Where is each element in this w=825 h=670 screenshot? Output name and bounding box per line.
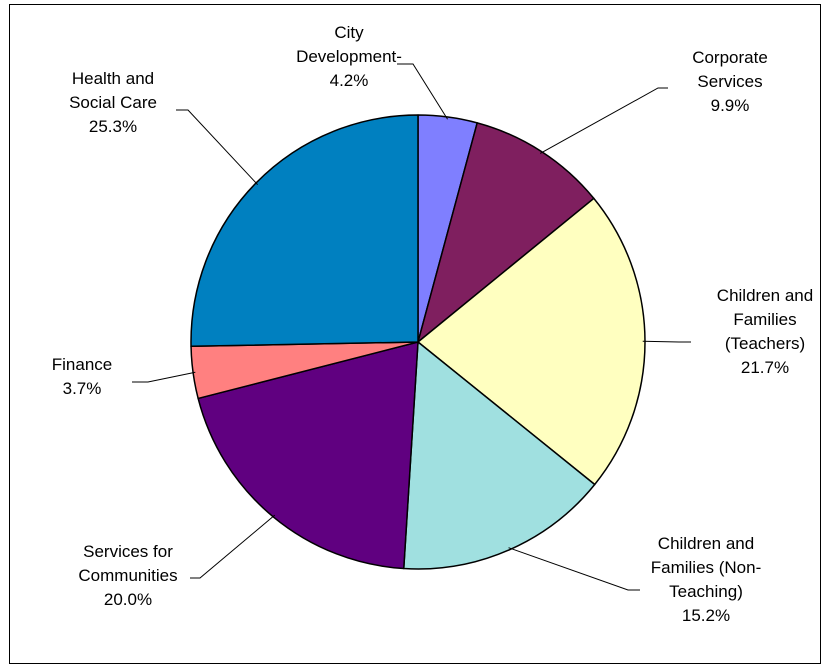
- slice-name-label: Finance: [52, 355, 112, 374]
- slice-label-city-development: City Development- 4.2%: [296, 23, 402, 90]
- slice-value-label: 21.7%: [741, 358, 789, 377]
- slice-label-children-and-families-non-teaching: Children and Families (Non- Teaching) 15.2%: [651, 534, 762, 625]
- leader-line-health-and-social-care: [176, 109, 258, 185]
- slice-name-label: Social Care: [69, 93, 157, 112]
- slice-value-label: 25.3%: [89, 117, 137, 136]
- slice-name-label: Health and: [72, 69, 154, 88]
- slice-value-label: 4.2%: [330, 71, 369, 90]
- pie-slice-children-and-families-non-teaching: [402, 341, 596, 570]
- slice-name-label: Children and: [658, 534, 754, 553]
- slice-name-label: Families: [733, 310, 796, 329]
- slice-name-label: City: [334, 23, 364, 42]
- slice-label-health-and-social-care: Health and Social Care 25.3%: [69, 69, 157, 136]
- slice-name-label: Teaching): [669, 582, 743, 601]
- slice-label-finance: Finance 3.7%: [52, 355, 112, 398]
- slice-label-corporate-services: Corporate Services 9.9%: [692, 48, 768, 115]
- slice-name-label: Families (Non-: [651, 558, 762, 577]
- slice-value-label: 20.0%: [104, 590, 152, 609]
- pie-slice-corporate-services: [417, 122, 595, 343]
- slice-name-label: Communities: [78, 566, 177, 585]
- slice-name-label: Corporate: [692, 48, 768, 67]
- slice-label-children-and-families-teachers: Children and Families (Teachers) 21.7%: [717, 286, 813, 377]
- slice-name-label: Services: [697, 72, 762, 91]
- slice-name-label: Development-: [296, 47, 402, 66]
- slice-label-services-for-communities: Services for Communities 20.0%: [78, 542, 177, 609]
- slice-value-label: 3.7%: [63, 379, 102, 398]
- leader-line-children-and-families-teachers: [642, 340, 691, 343]
- slice-value-label: 9.9%: [711, 96, 750, 115]
- slice-name-label: (Teachers): [725, 334, 805, 353]
- leader-line-city-development: [397, 63, 448, 120]
- leader-lines: [132, 63, 691, 591]
- pie-slices: [190, 114, 646, 570]
- leader-line-services-for-communities: [190, 514, 276, 579]
- leader-line-children-and-families-non-teaching: [508, 547, 640, 591]
- slice-name-label: Children and: [717, 286, 813, 305]
- leader-line-finance: [132, 371, 196, 383]
- leader-line-corporate-services: [539, 87, 668, 154]
- slice-value-label: 15.2%: [682, 606, 730, 625]
- slice-name-label: Services for: [83, 542, 173, 561]
- slice-labels: City Development- 4.2% Corporate Services 9.9…: [52, 23, 813, 625]
